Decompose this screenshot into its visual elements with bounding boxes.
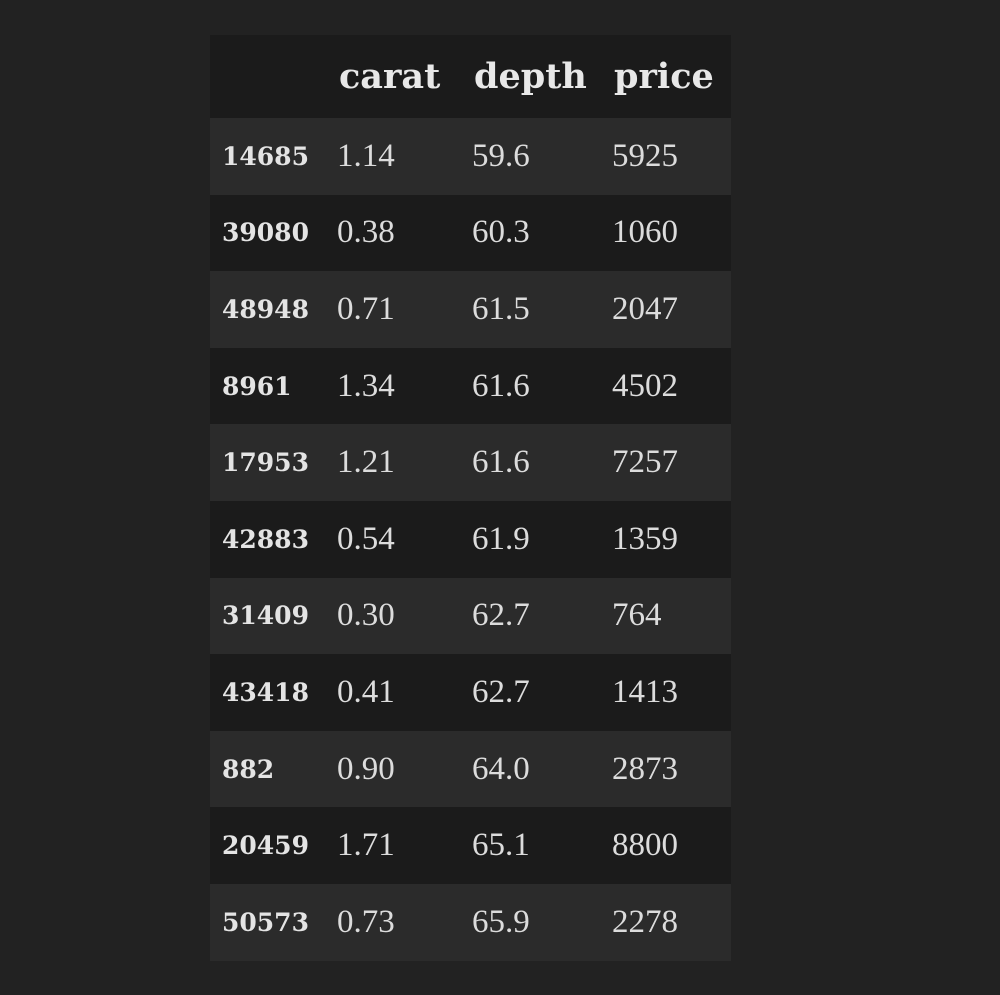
- index-column-header: [210, 35, 327, 118]
- cell-price: 764: [612, 597, 662, 634]
- row-index: 14685: [222, 141, 309, 171]
- dataframe-container: carat depth price 14685 1.14 59.6 5925 39080…: [210, 35, 731, 961]
- table-row: 882 0.90 64.0 2873: [210, 730, 731, 808]
- header-row: carat depth price: [210, 35, 731, 118]
- cell-price: 1413: [612, 673, 678, 710]
- row-index: 882: [222, 754, 275, 784]
- cell-price: 2278: [612, 903, 678, 940]
- table-row: 48948 0.71 61.5 2047: [210, 271, 731, 348]
- table-row: 20459 1.71 65.1 8800: [210, 807, 731, 884]
- cell-price: 2873: [612, 750, 678, 787]
- cell-carat: 0.38: [337, 214, 395, 251]
- table-body: 14685 1.14 59.6 5925 39080 0.38 60.3 1060 48948 0…: [210, 118, 731, 961]
- table-row: 43418 0.41 62.7 1413: [210, 654, 731, 731]
- cell-depth: 61.5: [472, 290, 530, 327]
- dataframe-table: carat depth price 14685 1.14 59.6 5925 39080…: [210, 35, 731, 961]
- cell-carat: 1.71: [337, 827, 395, 864]
- row-index: 39080: [222, 218, 309, 248]
- row-index: 17953: [222, 448, 309, 478]
- cell-depth: 61.6: [472, 367, 530, 404]
- cell-price: 1359: [612, 520, 678, 557]
- row-index: 8961: [222, 371, 292, 401]
- cell-carat: 1.21: [337, 444, 395, 481]
- cell-carat: 0.71: [337, 290, 395, 327]
- cell-depth: 61.6: [472, 444, 530, 481]
- table-row: 39080 0.38 60.3 1060: [210, 194, 731, 272]
- table-row: 14685 1.14 59.6 5925: [210, 118, 731, 195]
- cell-depth: 59.6: [472, 137, 530, 174]
- row-index: 43418: [222, 677, 309, 707]
- row-index: 20459: [222, 831, 309, 861]
- cell-carat: 0.73: [337, 903, 395, 940]
- cell-depth: 62.7: [472, 673, 530, 710]
- cell-price: 2047: [612, 290, 678, 327]
- cell-depth: 62.7: [472, 597, 530, 634]
- table-header: carat depth price: [210, 35, 731, 118]
- cell-price: 5925: [612, 137, 678, 174]
- cell-carat: 0.41: [337, 673, 395, 710]
- table-row: 8961 1.34 61.6 4502: [210, 347, 731, 425]
- cell-depth: 64.0: [472, 750, 530, 787]
- row-index: 48948: [222, 294, 309, 324]
- column-header-carat: carat: [339, 56, 441, 97]
- row-index: 50573: [222, 907, 309, 937]
- cell-price: 7257: [612, 444, 678, 481]
- cell-price: 1060: [612, 214, 678, 251]
- column-header-depth: depth: [474, 56, 587, 97]
- cell-depth: 65.9: [472, 903, 530, 940]
- cell-carat: 0.90: [337, 750, 395, 787]
- table-row: 31409 0.30 62.7 764: [210, 577, 731, 655]
- cell-carat: 0.54: [337, 520, 395, 557]
- cell-carat: 0.30: [337, 597, 395, 634]
- cell-depth: 61.9: [472, 520, 530, 557]
- cell-depth: 60.3: [472, 214, 530, 251]
- cell-depth: 65.1: [472, 827, 530, 864]
- table-row: 17953 1.21 61.6 7257: [210, 424, 731, 501]
- cell-price: 8800: [612, 827, 678, 864]
- row-index: 42883: [222, 524, 309, 554]
- column-header-price: price: [614, 56, 714, 97]
- table-row: 50573 0.73 65.9 2278: [210, 883, 731, 961]
- cell-price: 4502: [612, 367, 678, 404]
- table-row: 42883 0.54 61.9 1359: [210, 500, 731, 578]
- cell-carat: 1.14: [337, 137, 395, 174]
- cell-carat: 1.34: [337, 367, 395, 404]
- row-index: 31409: [222, 601, 309, 631]
